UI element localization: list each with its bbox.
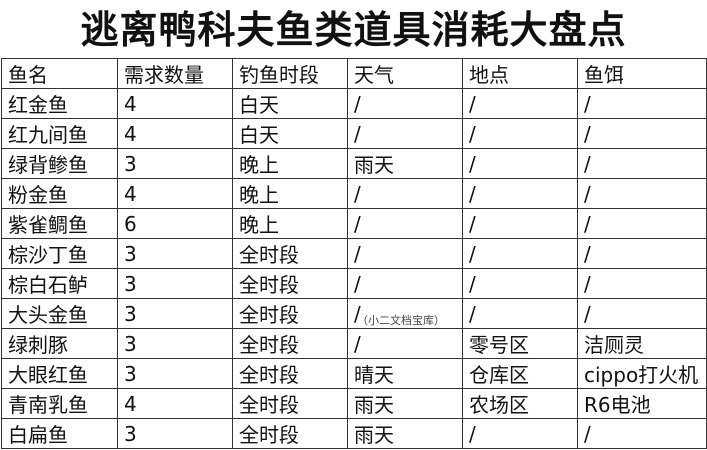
table-cell: 绿刺豚 bbox=[1, 328, 118, 359]
table-cell: / bbox=[577, 418, 707, 449]
table-cell: / bbox=[462, 418, 578, 449]
table-cell: / bbox=[462, 118, 578, 149]
table-cell: / bbox=[462, 208, 578, 239]
table-cell: / bbox=[577, 118, 707, 149]
table-cell: 3 bbox=[117, 238, 233, 269]
table-cell: 3 bbox=[117, 298, 233, 329]
table-cell: / bbox=[347, 208, 463, 239]
table-cell: 3 bbox=[117, 328, 233, 359]
header-row: 鱼名 需求数量 钓鱼时段 天气 地点 鱼饵 bbox=[1, 58, 707, 89]
table-row: 青南乳鱼 4 全时段 雨天 农场区 R6电池 bbox=[1, 388, 707, 419]
table-cell: 白天 bbox=[232, 88, 348, 119]
title: 逃离鸭科夫鱼类道具消耗大盘点 bbox=[80, 8, 627, 52]
table-cell: 4 bbox=[117, 88, 233, 119]
table-cell: / bbox=[577, 298, 707, 329]
table-cell: / bbox=[347, 178, 463, 209]
table-row: 红九间鱼 4 白天 / / / bbox=[1, 118, 707, 149]
header-cell: 地点 bbox=[462, 58, 578, 89]
table-cell: 晚上 bbox=[232, 208, 348, 239]
header-cell: 天气 bbox=[347, 58, 463, 89]
table-cell: 3 bbox=[117, 148, 233, 179]
table-cell: / bbox=[347, 118, 463, 149]
table-row: 大头金鱼 3 全时段 / / / bbox=[1, 298, 707, 329]
table-row: 紫雀鲷鱼 6 晚上 / / / bbox=[1, 208, 707, 239]
table-row: 红金鱼 4 白天 / / / bbox=[1, 88, 707, 119]
table-row: 白扁鱼 3 全时段 雨天 / / bbox=[1, 418, 707, 449]
table-cell: 3 bbox=[117, 358, 233, 389]
table-cell: 晚上 bbox=[232, 178, 348, 209]
table-cell: / bbox=[347, 88, 463, 119]
watermark: （小二文档宝库） bbox=[357, 314, 445, 327]
table-cell: / bbox=[347, 328, 463, 359]
table-cell: 大眼红鱼 bbox=[1, 358, 118, 389]
table-cell: / bbox=[462, 268, 578, 299]
table-cell: / bbox=[577, 148, 707, 179]
table-cell: 晴天 bbox=[347, 358, 463, 389]
table-cell: 全时段 bbox=[232, 238, 348, 269]
table-cell: 粉金鱼 bbox=[1, 178, 118, 209]
table-cell: 全时段 bbox=[232, 358, 348, 389]
table-cell: 晚上 bbox=[232, 148, 348, 179]
table-cell: / bbox=[462, 238, 578, 269]
table-cell: 6 bbox=[117, 208, 233, 239]
header-cell: 鱼饵 bbox=[577, 58, 707, 89]
table-cell: 白扁鱼 bbox=[1, 418, 118, 449]
table-cell: 洁厕灵 bbox=[577, 328, 707, 359]
table-row: 棕白石鲈 3 全时段 / / / bbox=[1, 268, 707, 299]
table-cell: 3 bbox=[117, 268, 233, 299]
table-cell: 3 bbox=[117, 418, 233, 449]
table-cell: / bbox=[577, 178, 707, 209]
table-cell: 4 bbox=[117, 118, 233, 149]
table-cell: 全时段 bbox=[232, 388, 348, 419]
table-cell: / bbox=[462, 298, 578, 329]
table-cell: 农场区 bbox=[462, 388, 578, 419]
table-cell: / bbox=[577, 208, 707, 239]
fish-table: 鱼名 需求数量 钓鱼时段 天气 地点 鱼饵 红金鱼 4 白天 / / / 红九间鱼 4 白天 / / / 绿背鲹鱼 3… bbox=[1, 58, 707, 449]
table-cell: 全时段 bbox=[232, 418, 348, 449]
table-row: 大眼红鱼 3 全时段 晴天 仓库区 cippo打火机 bbox=[1, 358, 707, 389]
table-cell: 全时段 bbox=[232, 268, 348, 299]
header-cell: 钓鱼时段 bbox=[232, 58, 348, 89]
table-cell: 全时段 bbox=[232, 328, 348, 359]
table-cell: / bbox=[347, 238, 463, 269]
table-cell: R6电池 bbox=[577, 388, 707, 419]
table-cell: 雨天 bbox=[347, 148, 463, 179]
table-row: 棕沙丁鱼 3 全时段 / / / bbox=[1, 238, 707, 269]
table-cell: / bbox=[462, 148, 578, 179]
table-cell: 红金鱼 bbox=[1, 88, 118, 119]
table-cell: 白天 bbox=[232, 118, 348, 149]
table-cell: / bbox=[577, 268, 707, 299]
table-cell: 全时段 bbox=[232, 298, 348, 329]
table-cell: cippo打火机 bbox=[577, 358, 707, 389]
table-cell: 雨天 bbox=[347, 388, 463, 419]
table-cell: 雨天 bbox=[347, 418, 463, 449]
table-cell: / bbox=[347, 268, 463, 299]
table-cell: / bbox=[577, 238, 707, 269]
table-cell: 大头金鱼 bbox=[1, 298, 118, 329]
table-cell: 棕沙丁鱼 bbox=[1, 238, 118, 269]
table-row: 绿刺豚 3 全时段 / 零号区 洁厕灵 bbox=[1, 328, 707, 359]
table-cell: / bbox=[462, 88, 578, 119]
header-cell: 需求数量 bbox=[117, 58, 233, 89]
table-cell: 零号区 bbox=[462, 328, 578, 359]
table-cell: 红九间鱼 bbox=[1, 118, 118, 149]
table-cell: 仓库区 bbox=[462, 358, 578, 389]
table-cell: / bbox=[577, 88, 707, 119]
table-cell: 棕白石鲈 bbox=[1, 268, 118, 299]
table-cell: / bbox=[462, 178, 578, 209]
table-cell: 紫雀鲷鱼 bbox=[1, 208, 118, 239]
table-cell: 4 bbox=[117, 388, 233, 419]
table-cell: 绿背鲹鱼 bbox=[1, 148, 118, 179]
table-cell: 4 bbox=[117, 178, 233, 209]
header-cell: 鱼名 bbox=[1, 58, 118, 89]
table-row: 粉金鱼 4 晚上 / / / bbox=[1, 178, 707, 209]
table-row: 绿背鲹鱼 3 晚上 雨天 / / bbox=[1, 148, 707, 179]
table-cell: 青南乳鱼 bbox=[1, 388, 118, 419]
